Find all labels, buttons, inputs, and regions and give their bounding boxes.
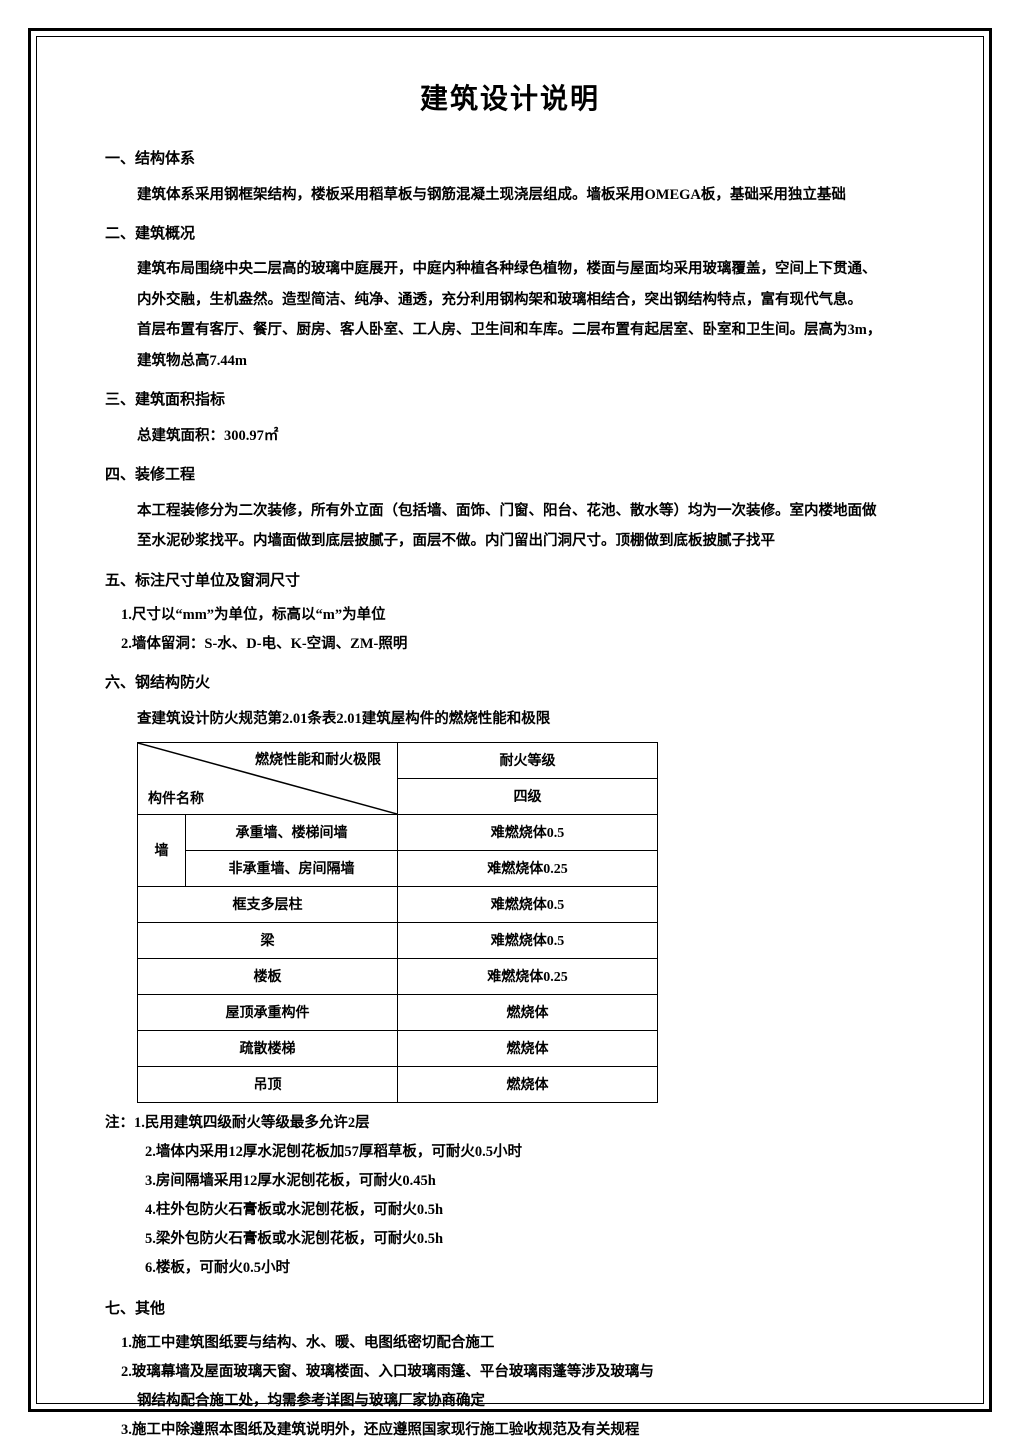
cell-cat: 墙 [138, 814, 186, 886]
cell-val: 燃烧体 [398, 994, 658, 1030]
section-4-p1: 本工程装修分为二次装修，所有外立面（包括墙、面饰、门窗、阳台、花池、散水等）均为… [137, 496, 915, 526]
section-7-head: 七、其他 [105, 1295, 915, 1324]
table-diag-header: 燃烧性能和耐火极限 构件名称 [138, 742, 398, 814]
section-1-body: 建筑体系采用钢框架结构，楼板采用稻草板与钢筋混凝土现浇层组成。墙板采用OMEGA… [137, 180, 915, 210]
section-2-p3: 首层布置有客厅、餐厅、厨房、客人卧室、工人房、卫生间和车库。二层布置有起居室、卧… [137, 315, 915, 345]
table-row: 墙 承重墙、楼梯间墙 难燃烧体0.5 [138, 814, 658, 850]
table-row: 梁 难燃烧体0.5 [138, 922, 658, 958]
section-4-head: 四、装修工程 [105, 461, 915, 490]
section-2-p1: 建筑布局围绕中央二层高的玻璃中庭展开，中庭内种植各种绿色植物，楼面与屋面均采用玻… [137, 254, 915, 284]
table-row: 框支多层柱 难燃烧体0.5 [138, 886, 658, 922]
section-6-body: 查建筑设计防火规范第2.01条表2.01建筑屋构件的燃烧性能和极限 [137, 704, 915, 734]
diag-bot-label: 构件名称 [148, 788, 204, 808]
table-row: 非承重墙、房间隔墙 难燃烧体0.25 [138, 850, 658, 886]
section-7-i2b: 钢结构配合施工处，均需参考详图与玻璃厂家协商确定 [137, 1387, 915, 1416]
cell-name: 承重墙、楼梯间墙 [186, 814, 398, 850]
table-row: 疏散楼梯 燃烧体 [138, 1030, 658, 1066]
notes-head: 注：1.民用建筑四级耐火等级最多允许2层 [105, 1109, 915, 1138]
outer-frame: 建筑设计说明 一、结构体系 建筑体系采用钢框架结构，楼板采用稻草板与钢筋混凝土现… [28, 28, 992, 1412]
note-3: 3.房间隔墙采用12厚水泥刨花板，可耐火0.45h [145, 1167, 915, 1196]
cell-name: 吊顶 [138, 1066, 398, 1102]
section-2-p4: 建筑物总高7.44m [137, 346, 915, 376]
inner-frame: 建筑设计说明 一、结构体系 建筑体系采用钢框架结构，楼板采用稻草板与钢筋混凝土现… [36, 36, 984, 1404]
cell-val: 燃烧体 [398, 1066, 658, 1102]
note-5: 5.梁外包防火石膏板或水泥刨花板，可耐火0.5h [145, 1225, 915, 1254]
section-5-i1: 1.尺寸以“mm”为单位，标高以“m”为单位 [121, 601, 915, 630]
section-7-i1: 1.施工中建筑图纸要与结构、水、暖、电图纸密切配合施工 [121, 1329, 915, 1358]
section-3-body: 总建筑面积：300.97㎡ [137, 421, 915, 451]
doc-title: 建筑设计说明 [105, 77, 915, 117]
note-2: 2.墙体内采用12厚水泥刨花板加57厚稻草板，可耐火0.5小时 [145, 1138, 915, 1167]
table-row: 吊顶 燃烧体 [138, 1066, 658, 1102]
cell-name: 疏散楼梯 [138, 1030, 398, 1066]
section-5-head: 五、标注尺寸单位及窗洞尺寸 [105, 567, 915, 596]
col-header-1: 耐火等级 [398, 742, 658, 778]
cell-val: 难燃烧体0.5 [398, 922, 658, 958]
cell-name: 楼板 [138, 958, 398, 994]
cell-val: 难燃烧体0.5 [398, 814, 658, 850]
cell-name: 屋顶承重构件 [138, 994, 398, 1030]
fire-resistance-table: 燃烧性能和耐火极限 构件名称 耐火等级 四级 墙 承重墙、楼梯间墙 难燃烧体0.… [137, 742, 658, 1103]
section-7-i2: 2.玻璃幕墙及屋面玻璃天窗、玻璃楼面、入口玻璃雨篷、平台玻璃雨蓬等涉及玻璃与 [121, 1358, 915, 1387]
note-4: 4.柱外包防火石膏板或水泥刨花板，可耐火0.5h [145, 1196, 915, 1225]
section-5-i2: 2.墙体留洞：S-水、D-电、K-空调、ZM-照明 [121, 630, 915, 659]
cell-name: 梁 [138, 922, 398, 958]
section-1-head: 一、结构体系 [105, 145, 915, 174]
section-2-p2: 内外交融，生机盎然。造型简洁、纯净、通透，充分利用钢构架和玻璃相结合，突出钢结构… [137, 285, 915, 315]
cell-val: 燃烧体 [398, 1030, 658, 1066]
cell-val: 难燃烧体0.25 [398, 958, 658, 994]
cell-name: 非承重墙、房间隔墙 [186, 850, 398, 886]
section-6-head: 六、钢结构防火 [105, 669, 915, 698]
table-row: 屋顶承重构件 燃烧体 [138, 994, 658, 1030]
cell-val: 难燃烧体0.25 [398, 850, 658, 886]
diag-top-label: 燃烧性能和耐火极限 [255, 749, 381, 769]
section-2-head: 二、建筑概况 [105, 220, 915, 249]
section-3-head: 三、建筑面积指标 [105, 386, 915, 415]
table-row: 楼板 难燃烧体0.25 [138, 958, 658, 994]
cell-val: 难燃烧体0.5 [398, 886, 658, 922]
section-7-i3: 3.施工中除遵照本图纸及建筑说明外，还应遵照国家现行施工验收规范及有关规程 [121, 1416, 915, 1445]
section-4-p2: 至水泥砂浆找平。内墙面做到底层披腻子，面层不做。内门留出门洞尺寸。顶棚做到底板披… [137, 526, 915, 556]
note-6: 6.楼板，可耐火0.5小时 [145, 1254, 915, 1283]
cell-name: 框支多层柱 [138, 886, 398, 922]
col-header-2: 四级 [398, 778, 658, 814]
